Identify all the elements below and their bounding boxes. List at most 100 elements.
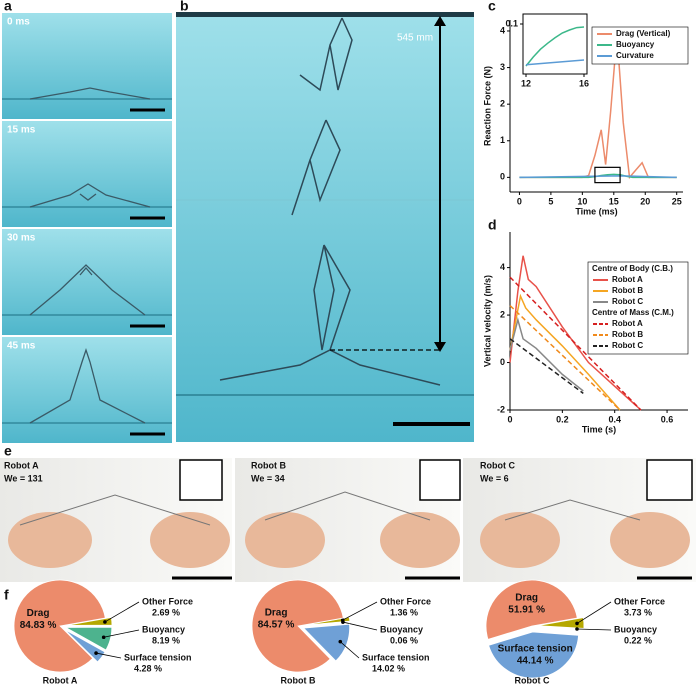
y-tick-label: 4 bbox=[500, 262, 505, 272]
pie-slice bbox=[302, 623, 351, 662]
robot-name: Robot C bbox=[480, 460, 515, 470]
pie-slice bbox=[303, 620, 351, 626]
panel-label: a bbox=[4, 0, 12, 14]
y-tick-label: 3 bbox=[500, 62, 505, 72]
y-tick-label: 0 bbox=[500, 357, 505, 367]
leader-dot bbox=[103, 620, 107, 624]
panel-label: d bbox=[488, 217, 497, 233]
leader-line bbox=[340, 641, 360, 659]
pie-slice bbox=[13, 579, 106, 673]
y-axis-label: Reaction Force (N) bbox=[482, 66, 492, 146]
slice-value: 1.36 % bbox=[390, 607, 418, 617]
legend-label: Robot A bbox=[612, 319, 643, 328]
legend-label: Buoyancy bbox=[616, 40, 655, 49]
leader-line bbox=[576, 601, 612, 624]
x-tick-label: 25 bbox=[672, 196, 682, 206]
photo-strip bbox=[2, 13, 172, 443]
slice-value: 0.06 % bbox=[390, 635, 418, 645]
pie-slice bbox=[65, 617, 113, 626]
pie-slice bbox=[488, 631, 579, 679]
slice-value: 0.22 % bbox=[624, 635, 652, 645]
pie-slice bbox=[64, 626, 113, 651]
x-axis-label: Time (s) bbox=[582, 424, 616, 434]
slice-label: Other Force bbox=[380, 596, 431, 606]
leader-line bbox=[342, 621, 378, 631]
y-tick-label: -2 bbox=[497, 404, 505, 414]
legend-label: Drag (Vertical) bbox=[616, 29, 671, 38]
slice-value: 51.91 % bbox=[508, 604, 545, 615]
series-line bbox=[509, 293, 621, 411]
leader-dot bbox=[94, 651, 98, 655]
slice-value: 14.02 % bbox=[372, 663, 405, 673]
slice-value: 3.73 % bbox=[624, 607, 652, 617]
leader-dot bbox=[575, 621, 579, 626]
height-label: 545 mm bbox=[397, 33, 433, 44]
slice-value: 2.69 % bbox=[152, 607, 180, 617]
zoom-box bbox=[594, 166, 621, 184]
legend-label: Robot C bbox=[612, 341, 643, 350]
series-line bbox=[525, 26, 585, 67]
series-line bbox=[509, 305, 621, 411]
leader-dot bbox=[338, 639, 343, 644]
legend-label: Robot C bbox=[612, 297, 643, 306]
slice-label: Surface tension bbox=[362, 652, 430, 662]
x-tick-label: 0 bbox=[507, 414, 512, 424]
legend-group-title: Centre of Body (C.B.) bbox=[592, 264, 673, 273]
panel-label: f bbox=[4, 587, 9, 603]
x-tick-label: 10 bbox=[577, 196, 587, 206]
x-tick-label: 15 bbox=[609, 196, 619, 206]
legend-label: Robot B bbox=[612, 330, 643, 339]
pie-slice bbox=[537, 617, 585, 629]
slice-label: Buoyancy bbox=[380, 624, 423, 634]
slice-label: Surface tension bbox=[124, 652, 192, 662]
legend-box bbox=[587, 261, 689, 355]
x-tick-label: 16 bbox=[579, 78, 589, 88]
weber-number: We = 131 bbox=[4, 473, 43, 483]
series-line bbox=[509, 316, 584, 392]
robot-photos bbox=[0, 458, 696, 582]
pie-title: Robot B bbox=[281, 675, 316, 685]
slice-label: Drag bbox=[515, 592, 538, 603]
leader-dot bbox=[101, 635, 106, 640]
leader-line bbox=[342, 601, 378, 621]
y-tick-label: 4 bbox=[500, 25, 505, 35]
slice-label: Buoyancy bbox=[614, 624, 657, 634]
slice-value: 8.19 % bbox=[152, 635, 180, 645]
slice-value: 44.14 % bbox=[517, 655, 554, 666]
y-tick-label: 1 bbox=[500, 135, 505, 145]
x-tick-label: 12 bbox=[521, 78, 531, 88]
frame-time: 45 ms bbox=[7, 341, 36, 352]
robot-name: Robot B bbox=[251, 460, 286, 470]
slice-label: Surface tension bbox=[498, 643, 573, 654]
pie-slice bbox=[251, 579, 344, 673]
series-line bbox=[509, 276, 642, 411]
robot-name: Robot A bbox=[4, 460, 39, 470]
x-tick-label: 0 bbox=[517, 196, 522, 206]
legend: Centre of Body (C.B.) Robot A Robot B Robot… bbox=[587, 261, 689, 355]
frame-time: 15 ms bbox=[7, 125, 36, 136]
frame-time: 0 ms bbox=[7, 17, 30, 28]
slice-value: 84.57 % bbox=[258, 620, 295, 631]
frame-time: 30 ms bbox=[7, 233, 36, 244]
leader-dot bbox=[341, 620, 345, 624]
series-line bbox=[509, 338, 584, 394]
x-tick-label: 5 bbox=[548, 196, 553, 206]
y-tick-label: 0 bbox=[500, 172, 505, 182]
panel-label: c bbox=[488, 0, 496, 14]
slice-value: 84.83 % bbox=[20, 620, 57, 631]
x-tick-label: 20 bbox=[640, 196, 650, 206]
pie-title: Robot C bbox=[515, 675, 550, 685]
y-tick-label: 2 bbox=[500, 309, 505, 319]
weber-number: We = 6 bbox=[480, 473, 509, 483]
legend-label: Curvature bbox=[616, 51, 654, 60]
slice-label: Buoyancy bbox=[142, 624, 185, 634]
slice-label: Other Force bbox=[142, 596, 193, 606]
series-line bbox=[519, 175, 677, 179]
slice-label: Drag bbox=[27, 608, 50, 619]
legend-label: Robot A bbox=[612, 275, 643, 284]
weber-number: We = 34 bbox=[251, 473, 285, 483]
legend: Drag (Vertical) Buoyancy Curvature bbox=[591, 26, 689, 65]
x-axis-label: Time (ms) bbox=[575, 206, 617, 216]
composite-photo bbox=[176, 12, 474, 442]
